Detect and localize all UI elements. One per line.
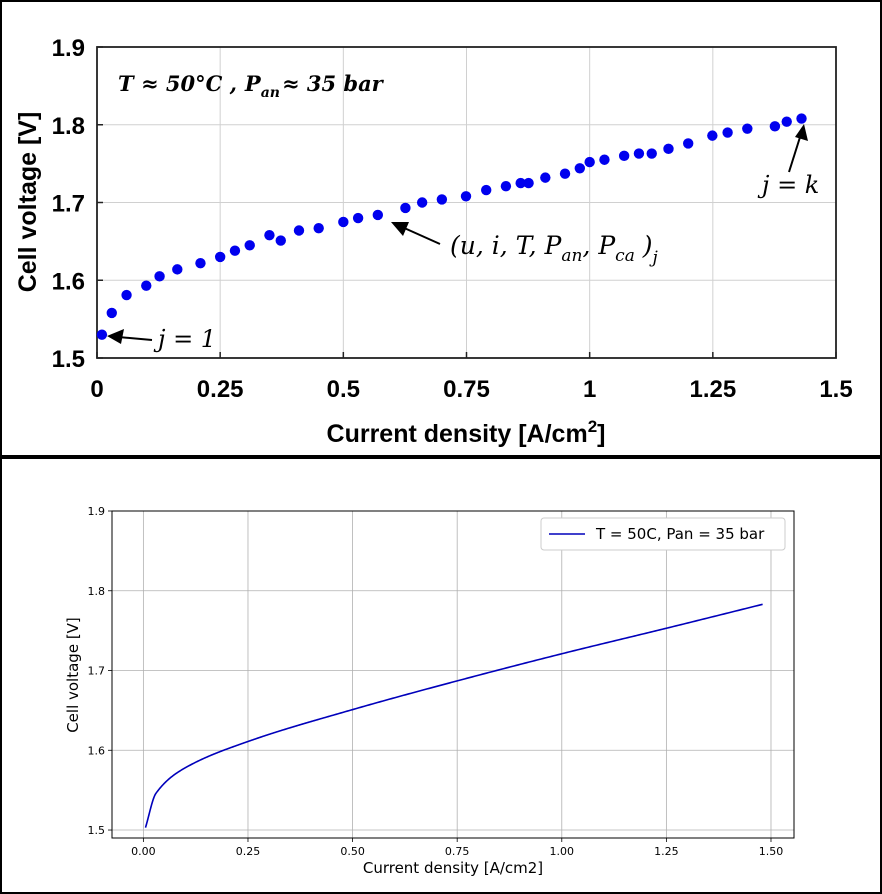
data-point-19	[244, 240, 255, 251]
data-point-14	[106, 307, 117, 319]
top-y-tick-labels: 1.5 1.6 1.7 1.8 1.9	[52, 35, 85, 373]
data-point-11	[707, 130, 718, 141]
bottom-y-axis-label: Cell voltage [V]	[64, 617, 82, 733]
last-point-label: j = k	[757, 171, 819, 199]
data-point-23	[352, 212, 364, 224]
bottom-x-tick-labels: 0.00 0.25 0.50 0.75 1.00 1.25 1.50	[131, 845, 783, 858]
series-line-0	[144, 603, 763, 828]
data-point-15	[141, 280, 152, 291]
data-point-9	[584, 156, 595, 168]
data-point-31	[559, 168, 571, 179]
data-point-30	[540, 172, 551, 183]
top-x-tick-label-6: 1.5	[819, 376, 852, 403]
top-x-tick-label-1: 0.25	[197, 376, 244, 403]
first-point-label: j = 1	[153, 325, 216, 353]
data-point-33	[599, 154, 610, 165]
bottom-x-tick-label-3: 0.75	[445, 845, 470, 858]
data-point-29	[515, 177, 526, 189]
bottom-x-tick-label-1: 0.25	[236, 845, 261, 858]
top-y-tick-label-2: 1.7	[52, 191, 85, 218]
data-point-27	[481, 184, 492, 196]
data-point-28	[500, 180, 512, 192]
data-point-17	[195, 257, 206, 269]
data-point-3	[214, 251, 226, 263]
top-data-points	[96, 113, 807, 340]
top-x-tick-labels: 0 0.25 0.5 0.75 1 1.25 1.5	[90, 376, 852, 403]
data-point-0	[96, 329, 108, 340]
top-x-axis-label: Current density [A/cm2]	[327, 417, 606, 448]
top-x-tick-label-0: 0	[90, 376, 103, 403]
last-point-arrow	[788, 133, 802, 173]
bottom-x-tick-label-2: 0.50	[340, 845, 365, 858]
bottom-y-tick-labels: 1.5 1.6 1.7 1.8 1.9	[88, 505, 106, 837]
top-x-tick-label-4: 1	[583, 376, 596, 403]
data-point-12	[769, 121, 781, 132]
data-point-24	[372, 209, 384, 221]
data-point-5	[338, 216, 349, 228]
bottom-grid	[108, 510, 794, 842]
top-y-tick-label-1: 1.6	[52, 268, 85, 295]
data-point-34	[618, 150, 630, 162]
data-point-40	[781, 116, 792, 127]
top-x-tick-label-3: 0.75	[443, 376, 490, 403]
data-point-2	[154, 271, 165, 282]
bottom-x-tick-label-4: 1.00	[550, 845, 575, 858]
data-point-6	[400, 202, 411, 214]
data-point-4	[275, 235, 286, 246]
data-point-13	[796, 113, 807, 124]
data-point-22	[313, 222, 324, 234]
bottom-y-tick-label-0: 1.5	[88, 824, 106, 837]
data-point-35	[633, 148, 645, 159]
bottom-y-tick-label-3: 1.8	[88, 585, 106, 598]
tuple-arrow	[401, 226, 441, 245]
data-point-21	[293, 225, 305, 236]
top-y-tick-label-4: 1.9	[52, 35, 85, 62]
bottom-y-tick-label-2: 1.7	[88, 665, 106, 678]
bottom-x-axis-label: Current density [A/cm2]	[363, 859, 543, 877]
bottom-x-tick-label-6: 1.50	[759, 845, 784, 858]
bottom-x-tick-label-0: 0.00	[131, 845, 156, 858]
legend-box	[540, 517, 786, 551]
data-point-10	[646, 148, 657, 159]
top-y-tick-label-3: 1.8	[52, 113, 85, 140]
data-point-32	[574, 163, 586, 174]
last-point-arrowhead	[795, 124, 808, 141]
data-point-18	[229, 245, 241, 256]
top-y-tick-label-0: 1.5	[52, 346, 85, 373]
bottom-y-tick-label-1: 1.6	[88, 744, 106, 757]
top-plot-frame	[96, 46, 837, 359]
bottom-plot-frame	[111, 510, 795, 839]
top-chart: 0 0.25 0.5 0.75 1 1.25 1.5 1.5 1.6 1.7 1.8 1.9 Cur…	[14, 35, 853, 448]
top-y-axis-label: Cell voltage [V]	[14, 112, 42, 293]
data-point-8	[523, 177, 534, 189]
top-x-tick-label-2: 0.5	[327, 376, 360, 403]
data-point-20	[264, 229, 275, 241]
data-point-36	[663, 143, 674, 155]
top-x-tick-label-5: 1.25	[689, 376, 736, 403]
data-point-39	[742, 123, 753, 134]
bottom-chart: 0.00 0.25 0.50 0.75 1.00 1.25 1.50 1.51.61.71.…	[64, 505, 795, 877]
bottom-x-tick-label-5: 1.25	[654, 845, 679, 858]
legend: T = 50C, Pan = 35 bar	[540, 517, 786, 551]
first-point-arrow	[117, 336, 153, 341]
condition-annotation: T ≈ 50°C , Pan≈ 35 bar	[118, 71, 385, 101]
data-point-1	[121, 289, 132, 301]
tuple-arrowhead	[391, 222, 409, 236]
data-point-16	[172, 264, 183, 275]
data-point-38	[722, 127, 733, 138]
data-point-37	[683, 138, 694, 149]
panel-divider	[0, 455, 882, 459]
data-point-26	[436, 194, 448, 205]
first-point-arrowhead	[107, 329, 124, 344]
bottom-y-tick-label-4: 1.9	[88, 505, 106, 518]
tuple-annotation: (u, i, T, Pan, Pca )j	[450, 231, 659, 268]
legend-entry-0: T = 50C, Pan = 35 bar	[595, 525, 765, 543]
data-point-25	[416, 197, 428, 208]
data-point-7	[460, 191, 472, 202]
